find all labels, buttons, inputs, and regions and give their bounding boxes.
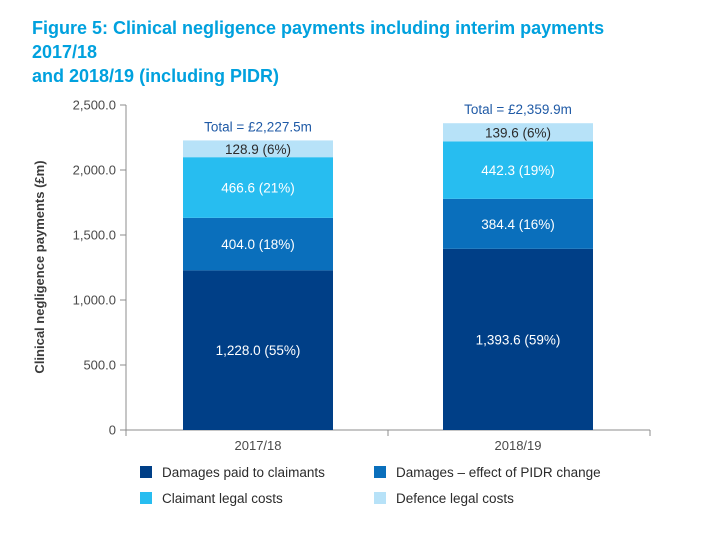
x-axis: 2017/18 2018/19	[125, 429, 651, 453]
x-tick-label: 2017/18	[235, 438, 282, 453]
data-label: 404.0 (18%)	[221, 237, 295, 252]
data-label: 139.6 (6%)	[485, 125, 551, 140]
bar-segment	[443, 141, 593, 199]
legend-label: Damages paid to claimants	[162, 465, 325, 480]
bar-segment	[183, 217, 333, 271]
data-label: 466.6 (21%)	[221, 181, 295, 196]
y-tick-label: 500.0	[83, 358, 116, 373]
legend: Damages paid to claimants Damages – effec…	[140, 465, 601, 506]
y-axis-title: Clinical negligence payments (£m)	[32, 160, 47, 373]
y-tick-label: 1,000.0	[73, 293, 116, 308]
data-label: 128.9 (6%)	[225, 142, 291, 157]
y-axis: 0 500.0 1,000.0 1,500.0 2,000.0 2,500.0	[73, 98, 127, 438]
data-label: 1,393.6 (59%)	[476, 332, 561, 347]
legend-swatch	[374, 466, 386, 478]
legend-swatch	[374, 492, 386, 504]
bar-segment	[443, 248, 593, 430]
total-label: Total = £2,227.5m	[204, 119, 312, 134]
bar-segment	[443, 198, 593, 249]
data-label: 384.4 (16%)	[481, 217, 555, 232]
bar-segment	[443, 123, 593, 142]
data-label: 442.3 (19%)	[481, 163, 555, 178]
x-tick-label: 2018/19	[495, 438, 542, 453]
y-tick-label: 1,500.0	[73, 228, 116, 243]
y-tick-label: 0	[109, 423, 116, 438]
legend-label: Damages – effect of PIDR change	[396, 465, 601, 480]
bar-segment	[183, 270, 333, 430]
y-tick-label: 2,000.0	[73, 163, 116, 178]
bars: 1,228.0 (55%) 404.0 (18%) 466.6 (21%) 128.9…	[183, 102, 593, 430]
chart-title: Figure 5: Clinical negligence payments i…	[32, 16, 672, 88]
legend-label: Defence legal costs	[396, 491, 514, 506]
y-tick-label: 2,500.0	[73, 98, 116, 113]
legend-swatch	[140, 466, 152, 478]
bar-segment	[183, 140, 333, 158]
y-axis-title-group: Clinical negligence payments (£m)	[32, 160, 47, 373]
data-label: 1,228.0 (55%)	[216, 343, 301, 358]
bar-segment	[183, 157, 333, 218]
legend-label: Claimant legal costs	[162, 491, 283, 506]
legend-swatch	[140, 492, 152, 504]
chart-title-line-1: Figure 5: Clinical negligence payments i…	[32, 18, 605, 62]
total-label: Total = £2,359.9m	[464, 102, 572, 117]
chart-title-line-2: and 2018/19 (including PIDR)	[32, 66, 280, 86]
